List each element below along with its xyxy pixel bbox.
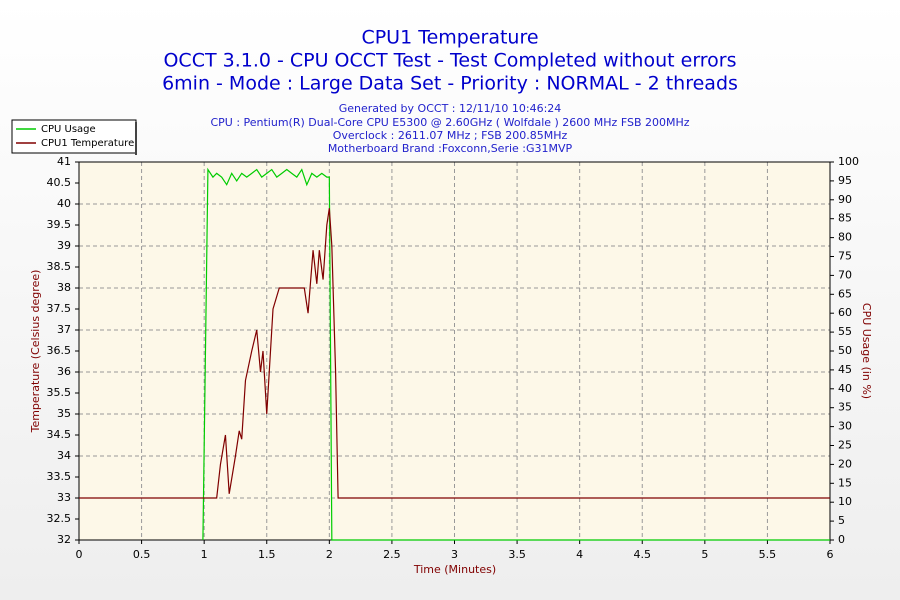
y2-tick-label: 55 (838, 325, 852, 338)
y2-tick-label: 75 (838, 250, 852, 263)
x-tick-label: 1.5 (258, 548, 276, 561)
y-axis-label: Temperature (Celsius degree) (29, 270, 42, 434)
info-line: Overclock : 2611.07 MHz ; FSB 200.85MHz (333, 129, 568, 142)
y2-tick-label: 35 (838, 401, 852, 414)
data-line (202, 167, 830, 541)
y2-tick-label: 60 (838, 306, 852, 319)
legend-label: CPU Usage (41, 124, 96, 135)
info-line: Generated by OCCT : 12/11/10 10:46:24 (339, 102, 562, 115)
y-tick-label: 33 (57, 491, 71, 504)
chart-title: CPU1 Temperature (361, 27, 538, 49)
x-tick-label: 6 (827, 548, 834, 561)
x-tick-label: 3.5 (508, 548, 526, 561)
x-tick-label: 2 (326, 548, 333, 561)
y2-tick-label: 95 (838, 174, 852, 187)
x-tick-label: 2.5 (383, 548, 401, 561)
y-tick-label: 33.5 (47, 470, 72, 483)
y2-axis-label: CPU Usage (in %) (860, 303, 873, 399)
y-tick-label: 36.5 (47, 344, 72, 357)
y-tick-label: 38.5 (47, 260, 72, 273)
y-tick-label: 41 (57, 155, 71, 168)
y-tick-label: 40.5 (47, 176, 72, 189)
y2-tick-label: 100 (838, 155, 859, 168)
y2-tick-label: 45 (838, 363, 852, 376)
y-tick-label: 32 (57, 533, 71, 546)
y-tick-label: 39 (57, 239, 71, 252)
info-line: CPU : Pentium(R) Dual-Core CPU E5300 @ 2… (210, 116, 689, 129)
chart-subtitle: OCCT 3.1.0 - CPU OCCT Test - Test Comple… (163, 50, 736, 72)
y2-tick-label: 25 (838, 439, 852, 452)
y-tick-label: 38 (57, 281, 71, 294)
y-tick-label: 35 (57, 407, 71, 420)
info-line: Motherboard Brand :Foxconn,Serie :G31MVP (328, 142, 573, 155)
legend-label: CPU1 Temperature (41, 138, 134, 149)
y2-tick-label: 70 (838, 268, 852, 281)
y-tick-label: 34.5 (47, 428, 72, 441)
data-line (79, 208, 830, 499)
y2-tick-label: 5 (838, 514, 845, 527)
chart-subtitle: 6min - Mode : Large Data Set - Priority … (162, 73, 738, 95)
y2-tick-label: 20 (838, 457, 852, 470)
x-tick-label: 3 (451, 548, 458, 561)
x-tick-label: 0 (76, 548, 83, 561)
x-axis-label: Time (Minutes) (413, 563, 496, 576)
x-tick-label: 4 (576, 548, 583, 561)
y2-tick-label: 65 (838, 287, 852, 300)
y-tick-label: 34 (57, 449, 71, 462)
y2-tick-label: 10 (838, 495, 852, 508)
y-tick-label: 36 (57, 365, 71, 378)
y-tick-label: 37.5 (47, 302, 72, 315)
y2-tick-label: 30 (838, 420, 852, 433)
legend-box (11, 119, 137, 154)
y-tick-label: 40 (57, 197, 71, 210)
x-tick-label: 4.5 (634, 548, 652, 561)
y2-tick-label: 15 (838, 476, 852, 489)
x-tick-label: 0.5 (133, 548, 151, 561)
x-tick-label: 1 (201, 548, 208, 561)
y2-tick-label: 50 (838, 344, 852, 357)
y-tick-label: 35.5 (47, 386, 72, 399)
y2-tick-label: 85 (838, 212, 852, 225)
y2-tick-label: 90 (838, 193, 852, 206)
y2-tick-label: 80 (838, 231, 852, 244)
y-tick-label: 32.5 (47, 512, 72, 525)
y-tick-label: 37 (57, 323, 71, 336)
x-tick-label: 5 (701, 548, 708, 561)
y-tick-label: 39.5 (47, 218, 72, 231)
y2-tick-label: 40 (838, 382, 852, 395)
x-tick-label: 5.5 (759, 548, 777, 561)
y2-tick-label: 0 (838, 533, 845, 546)
